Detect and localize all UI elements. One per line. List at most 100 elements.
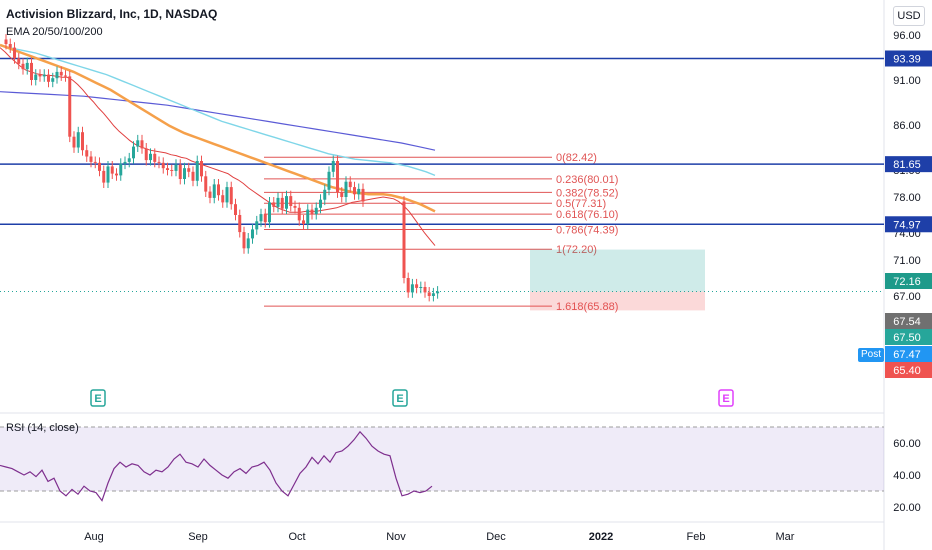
candle-body[interactable]	[144, 148, 148, 161]
candle-body[interactable]	[314, 207, 318, 215]
candle-body[interactable]	[293, 206, 297, 208]
candle-body[interactable]	[336, 161, 339, 193]
candle-body[interactable]	[217, 184, 220, 196]
candle-body[interactable]	[234, 204, 237, 215]
main-pane[interactable]	[0, 0, 884, 412]
candle-body[interactable]	[419, 287, 423, 288]
candle-body[interactable]	[98, 162, 101, 171]
candle-body[interactable]	[246, 238, 250, 249]
candle-body[interactable]	[251, 229, 254, 239]
candle-body[interactable]	[21, 63, 25, 70]
candle-body[interactable]	[85, 150, 89, 157]
currency-selector[interactable]: USD	[893, 6, 925, 26]
candle-body[interactable]	[323, 189, 327, 200]
candle-body[interactable]	[4, 39, 8, 45]
candle-body[interactable]	[8, 44, 12, 48]
candle-body[interactable]	[357, 188, 361, 195]
candle-body[interactable]	[64, 75, 67, 77]
rsi-legend[interactable]: RSI (14, close)	[6, 422, 79, 434]
stop-zone[interactable]	[530, 291, 705, 311]
candle-body[interactable]	[195, 161, 199, 181]
candle-body[interactable]	[34, 74, 38, 80]
candle-body[interactable]	[423, 287, 427, 293]
candle-body[interactable]	[280, 197, 284, 209]
earnings-marker[interactable]	[90, 389, 106, 407]
candle-body[interactable]	[30, 62, 33, 80]
candle-body[interactable]	[353, 187, 356, 195]
candle-body[interactable]	[285, 196, 288, 209]
ema-legend[interactable]: EMA 20/50/100/200	[6, 26, 103, 38]
candle-body[interactable]	[68, 76, 72, 137]
candle-body[interactable]	[119, 163, 123, 176]
candle-body[interactable]	[272, 202, 276, 207]
candle-body[interactable]	[47, 74, 50, 82]
candle-body[interactable]	[149, 153, 152, 161]
candle-body[interactable]	[259, 214, 263, 222]
candle-body[interactable]	[402, 201, 406, 279]
rsi-pane[interactable]	[0, 414, 884, 522]
candle-body[interactable]	[208, 191, 212, 198]
candle-body[interactable]	[415, 284, 419, 288]
candle-body[interactable]	[229, 187, 233, 205]
candle-body[interactable]	[344, 181, 348, 197]
candle-body[interactable]	[59, 71, 63, 76]
candle-body[interactable]	[255, 221, 259, 230]
candle-body[interactable]	[431, 293, 435, 296]
candle-body[interactable]	[225, 187, 229, 203]
candle-body[interactable]	[289, 196, 293, 206]
candle-body[interactable]	[410, 284, 414, 293]
candle-body[interactable]	[212, 184, 216, 198]
candle-body[interactable]	[140, 140, 144, 149]
candle-body[interactable]	[55, 71, 59, 79]
candle-body[interactable]	[13, 47, 16, 59]
candle-body[interactable]	[38, 74, 42, 77]
candle-body[interactable]	[297, 207, 301, 221]
candle-body[interactable]	[361, 188, 365, 202]
candle-body[interactable]	[178, 164, 182, 179]
candle-body[interactable]	[348, 181, 352, 188]
target-zone[interactable]	[530, 249, 705, 292]
candle-body[interactable]	[310, 209, 314, 215]
candle-body[interactable]	[427, 292, 431, 296]
earnings-marker[interactable]	[718, 389, 734, 407]
candle-body[interactable]	[276, 197, 280, 207]
candle-body[interactable]	[263, 214, 267, 223]
candle-body[interactable]	[102, 170, 106, 183]
candle-body[interactable]	[242, 232, 246, 249]
candle-body[interactable]	[221, 195, 225, 203]
earnings-marker[interactable]	[392, 389, 408, 407]
candle-body[interactable]	[132, 146, 135, 159]
candle-body[interactable]	[340, 192, 344, 198]
candle-body[interactable]	[106, 166, 110, 183]
candle-body[interactable]	[127, 158, 131, 162]
candle-body[interactable]	[331, 161, 335, 172]
candle-body[interactable]	[110, 166, 114, 174]
candle-body[interactable]	[166, 168, 169, 170]
candle-body[interactable]	[17, 58, 21, 64]
candle-body[interactable]	[187, 168, 191, 172]
candle-body[interactable]	[238, 215, 242, 233]
candle-body[interactable]	[161, 162, 165, 169]
candle-body[interactable]	[327, 171, 331, 190]
candle-body[interactable]	[174, 164, 178, 171]
candle-body[interactable]	[89, 156, 93, 162]
candle-body[interactable]	[72, 136, 76, 148]
candle-body[interactable]	[319, 199, 322, 208]
candle-body[interactable]	[93, 161, 97, 163]
candle-body[interactable]	[204, 176, 208, 192]
candle-body[interactable]	[76, 132, 80, 148]
candle-body[interactable]	[42, 74, 46, 77]
candle-body[interactable]	[153, 153, 157, 162]
candle-body[interactable]	[268, 202, 271, 223]
candle-body[interactable]	[51, 78, 55, 82]
candle-body[interactable]	[200, 161, 203, 177]
candle-body[interactable]	[170, 170, 174, 171]
candle-body[interactable]	[302, 220, 305, 224]
candle-body[interactable]	[157, 161, 161, 163]
candle-body[interactable]	[406, 278, 410, 293]
candle-body[interactable]	[306, 209, 310, 224]
candle-body[interactable]	[191, 171, 195, 181]
candle-body[interactable]	[123, 161, 127, 164]
candle-body[interactable]	[25, 62, 29, 70]
